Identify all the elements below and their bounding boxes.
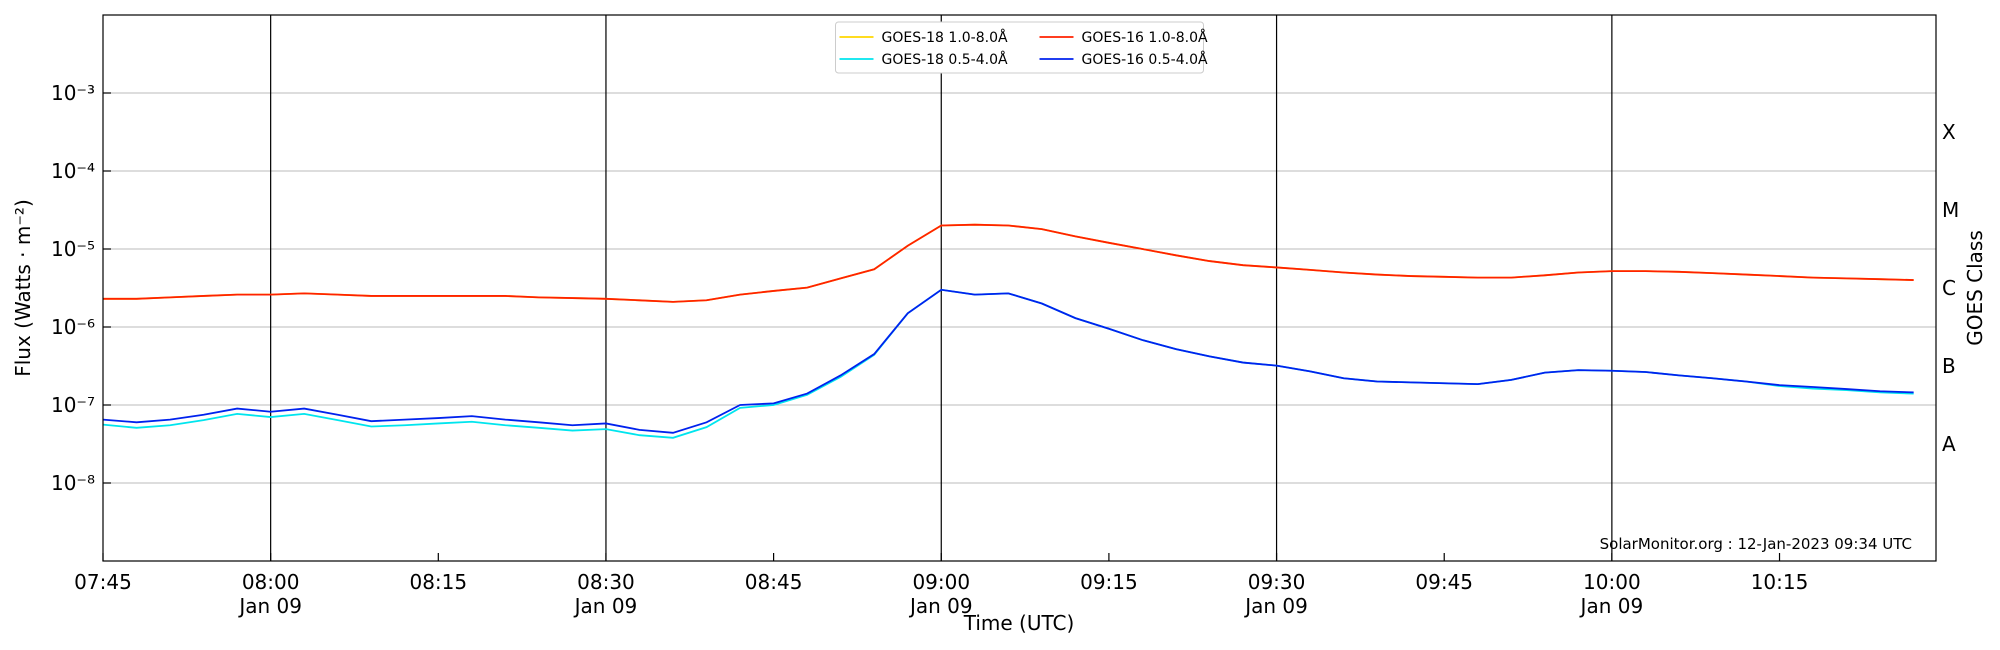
- y-tick-label: 10⁻⁷: [51, 393, 95, 417]
- x-tick-label: 08:00 Jan 09: [237, 570, 302, 618]
- x-axis-label: Time (UTC): [963, 611, 1075, 635]
- annotation: SolarMonitor.org : 12-Jan-2023 09:34 UTC: [1600, 535, 1912, 553]
- plot-frame: [102, 14, 1937, 562]
- series-line: [103, 223, 1914, 303]
- legend-label: GOES-18 0.5-4.0Å: [882, 51, 1008, 68]
- x-tick-label: 10:00 Jan 09: [1579, 570, 1644, 618]
- legend-label: GOES-16 0.5-4.0Å: [1082, 51, 1208, 68]
- x-tick-label: 08:45: [745, 570, 803, 594]
- x-tick-label: 08:30 Jan 09: [573, 570, 638, 618]
- x-tick-label: 07:45: [74, 570, 132, 594]
- legend-label: GOES-16 1.0-8.0Å: [1082, 29, 1208, 46]
- y-tick-label: 10⁻³: [51, 81, 95, 105]
- y2-axis-label: GOES Class: [1963, 230, 1987, 346]
- y-axis-label: Flux (Watts · m⁻²): [11, 199, 35, 377]
- y2-tick-label: A: [1942, 432, 1956, 456]
- x-tick-label: 09:00 Jan 09: [908, 570, 973, 618]
- y2-tick-label: X: [1942, 120, 1956, 144]
- y-tick-label: 10⁻⁴: [51, 159, 95, 183]
- y-tick-label: 10⁻⁸: [51, 471, 95, 495]
- y2-tick-label: B: [1942, 354, 1956, 378]
- legend-label: GOES-18 1.0-8.0Å: [882, 29, 1008, 46]
- x-tick-label: 09:45: [1415, 570, 1473, 594]
- x-tick-label: 09:15: [1080, 570, 1138, 594]
- y2-tick-label: C: [1942, 276, 1956, 300]
- series-line: [102, 288, 1914, 434]
- y-tick-label: 10⁻⁶: [51, 315, 95, 339]
- x-tick-label: 10:15: [1751, 570, 1809, 594]
- x-tick-label: 08:15: [409, 570, 467, 594]
- x-tick-label: 09:30 Jan 09: [1243, 570, 1308, 618]
- y-tick-label: 10⁻⁵: [51, 237, 95, 261]
- series-line: [103, 223, 1914, 303]
- legend-box: [835, 21, 1204, 74]
- y2-tick-label: M: [1942, 198, 1959, 222]
- series-line: [102, 288, 1914, 439]
